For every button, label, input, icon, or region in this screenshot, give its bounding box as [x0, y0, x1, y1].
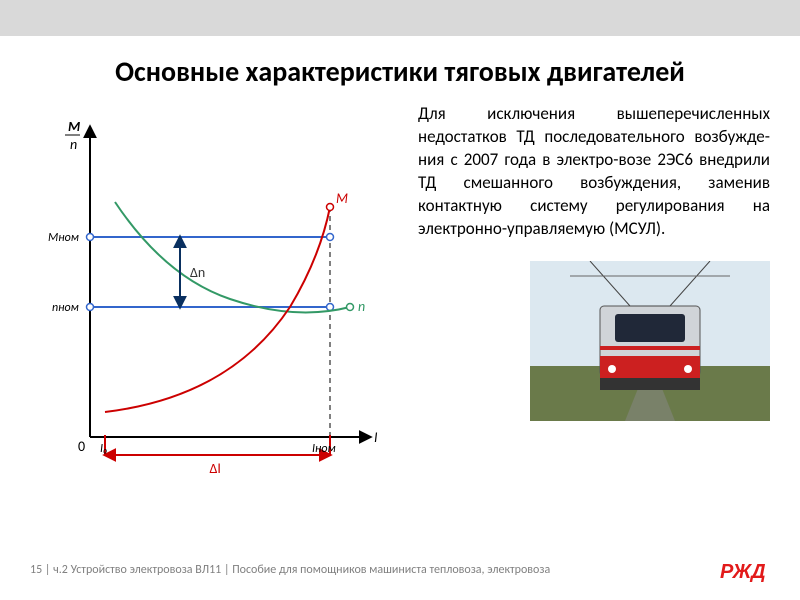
footer-text: 15 | ч.2 Устройство электровоза ВЛ11 | П… [30, 563, 550, 577]
rzd-logo: РЖД [720, 558, 770, 582]
right-column: Для исключения вышепе­речисленных недост… [418, 103, 770, 477]
content-area: MnI0nM∆n∆II₀IномnномMном Для исключения … [0, 103, 800, 477]
svg-text:n: n [358, 298, 365, 315]
paragraph: Для исключения вышепе­речисленных недост… [418, 103, 770, 241]
page-title: Основные характеристики тяговых двигател… [0, 36, 800, 103]
svg-text:Mном: Mном [48, 231, 79, 245]
svg-text:I: I [374, 429, 378, 446]
svg-text:РЖД: РЖД [720, 561, 766, 582]
svg-text:nном: nном [52, 301, 79, 315]
svg-text:n: n [70, 136, 77, 153]
footer-caption: | ч.2 Устройство электровоза ВЛ11 | Посо… [45, 563, 550, 577]
chart: MnI0nM∆n∆II₀IномnномMном [30, 107, 400, 477]
page-number: 15 [30, 563, 42, 577]
svg-text:M: M [336, 190, 348, 207]
footer: 15 | ч.2 Устройство электровоза ВЛ11 | П… [30, 558, 770, 582]
svg-text:Iном: Iном [312, 442, 336, 456]
svg-text:M: M [68, 118, 80, 135]
svg-text:I₀: I₀ [100, 442, 108, 456]
svg-text:∆I: ∆I [210, 460, 221, 477]
train-photo [530, 261, 770, 421]
svg-text:∆n: ∆n [190, 264, 205, 281]
svg-text:0: 0 [78, 438, 85, 455]
top-bar [0, 0, 800, 36]
